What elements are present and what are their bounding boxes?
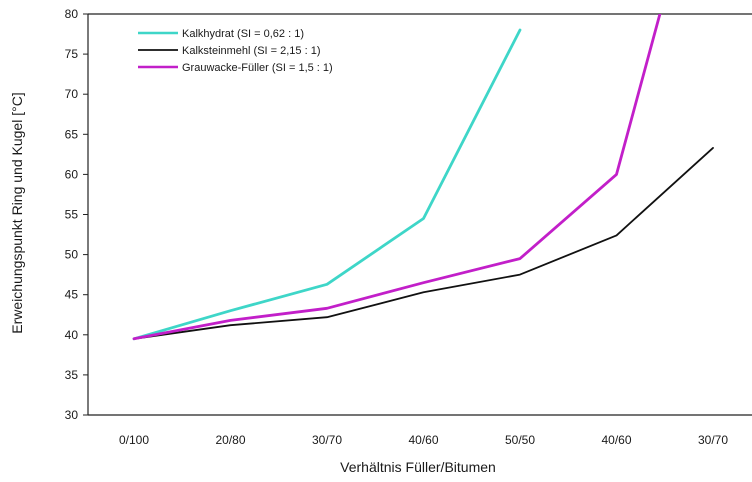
- y-tick-label: 35: [65, 368, 79, 382]
- y-tick-label: 70: [65, 87, 79, 101]
- legend-label: Kalkhydrat (SI = 0,62 : 1): [182, 28, 304, 40]
- x-tick-label: 40/60: [601, 433, 631, 447]
- series-line-2: [133, 146, 714, 340]
- legend-label: Grauwacke-Füller (SI = 1,5 : 1): [182, 62, 333, 74]
- legend: Kalkhydrat (SI = 0,62 : 1) Kalksteinmehl …: [138, 28, 333, 74]
- y-tick-label: 30: [65, 408, 79, 422]
- plot-frame: [87, 13, 752, 416]
- y-tick-label: 55: [65, 208, 79, 222]
- y-tick-label: 50: [65, 248, 79, 262]
- y-tick-label: 80: [65, 7, 79, 21]
- x-tick-label: 40/60: [408, 433, 438, 447]
- y-axis-label: Erweichungspunkt Ring und Kugel [°C]: [9, 92, 25, 333]
- x-tick-label: 50/50: [505, 433, 535, 447]
- y-axis-ticks: 30 35 40 45 50 55 60 65 70 75 80: [65, 7, 88, 422]
- y-tick-label: 75: [65, 47, 79, 61]
- y-tick-label: 65: [65, 127, 79, 141]
- y-tick-label: 60: [65, 167, 79, 181]
- x-tick-label: 20/80: [215, 433, 245, 447]
- y-tick-label: 40: [65, 328, 79, 342]
- series-lines: [132, 14, 714, 341]
- x-axis-label: Verhältnis Füller/Bitumen: [340, 459, 496, 475]
- x-tick-label: 30/70: [312, 433, 342, 447]
- x-tick-label: 30/70: [698, 433, 728, 447]
- x-axis-ticks: 0/100 20/80 30/70 40/60 50/50 40/60 30/70: [119, 433, 728, 447]
- series-line-3: [132, 14, 662, 341]
- series-line-1: [132, 28, 522, 341]
- x-tick-label: 0/100: [119, 433, 149, 447]
- legend-label: Kalksteinmehl (SI = 2,15 : 1): [182, 45, 320, 57]
- y-tick-label: 45: [65, 288, 79, 302]
